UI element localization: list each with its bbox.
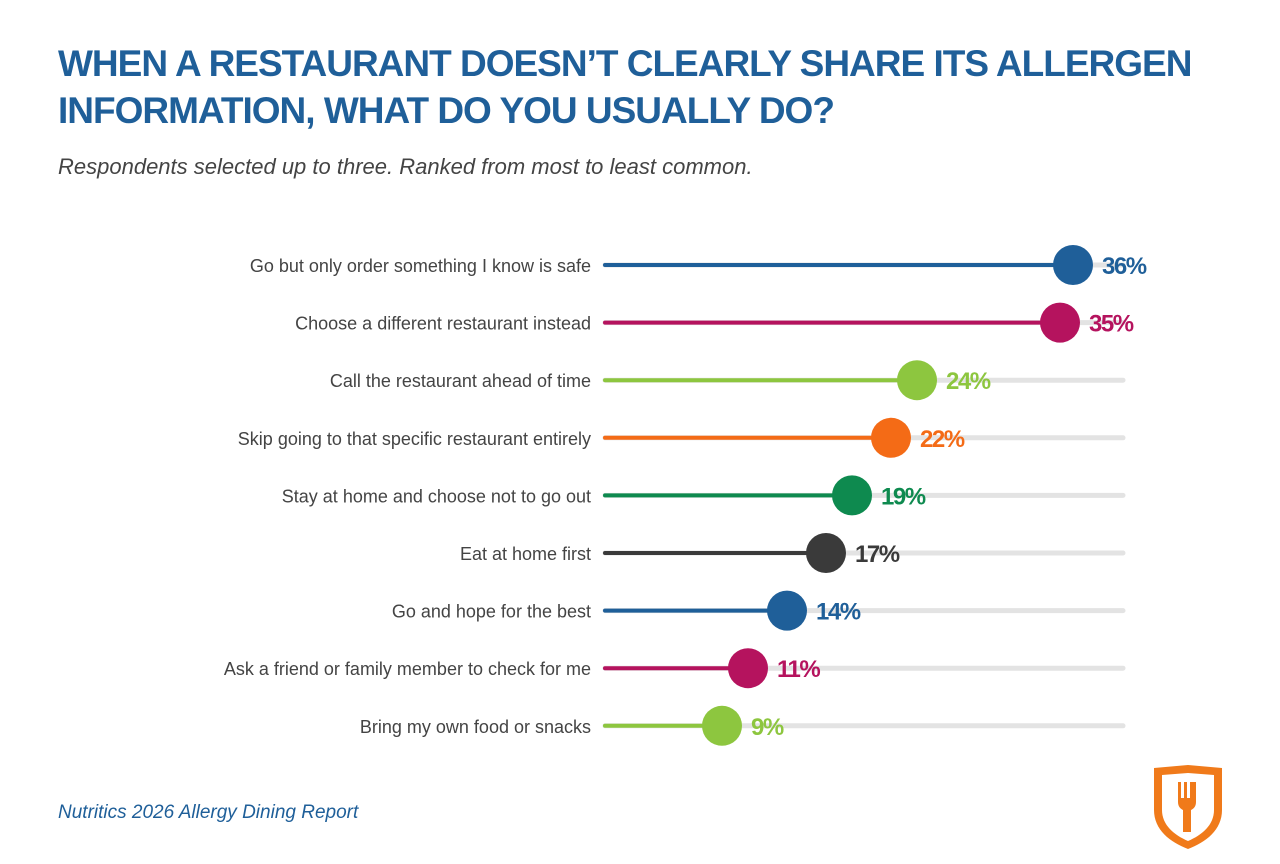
value-dot — [806, 533, 846, 573]
value-label: 17% — [855, 541, 900, 568]
value-label: 24% — [946, 368, 991, 395]
value-label: 14% — [816, 599, 861, 626]
value-label: 35% — [1089, 311, 1134, 338]
category-label: Ask a friend or family member to check f… — [224, 659, 591, 679]
category-label: Call the restaurant ahead of time — [330, 371, 591, 391]
value-dot — [702, 705, 742, 746]
value-dot — [767, 590, 807, 631]
category-label: Skip going to that specific restaurant e… — [238, 429, 591, 449]
value-dot — [832, 475, 872, 516]
lollipop-chart: Go but only order something I know is sa… — [224, 245, 1148, 746]
value-label: 22% — [920, 426, 965, 453]
value-label: 11% — [777, 656, 820, 683]
fork-shield-icon — [1154, 765, 1222, 849]
category-label: Go and hope for the best — [392, 602, 591, 622]
value-label: 9% — [751, 714, 784, 741]
value-label: 19% — [881, 483, 926, 510]
category-label: Bring my own food or snacks — [360, 717, 591, 737]
page-title: WHEN A RESTAURANT DOESN’T CLEARLY SHARE … — [58, 43, 1192, 131]
value-dot — [897, 360, 937, 401]
value-dot — [871, 417, 911, 458]
value-dot — [728, 648, 768, 689]
category-label: Go but only order something I know is sa… — [250, 256, 591, 276]
value-label: 36% — [1102, 253, 1147, 280]
value-dot — [1040, 302, 1080, 343]
source-footer: Nutritics 2026 Allergy Dining Report — [58, 802, 359, 823]
category-label: Stay at home and choose not to go out — [282, 486, 591, 506]
category-label: Choose a different restaurant instead — [295, 314, 591, 334]
category-label: Eat at home first — [460, 544, 591, 564]
value-dot — [1053, 245, 1093, 285]
chart-subtitle: Respondents selected up to three. Ranked… — [58, 154, 753, 179]
